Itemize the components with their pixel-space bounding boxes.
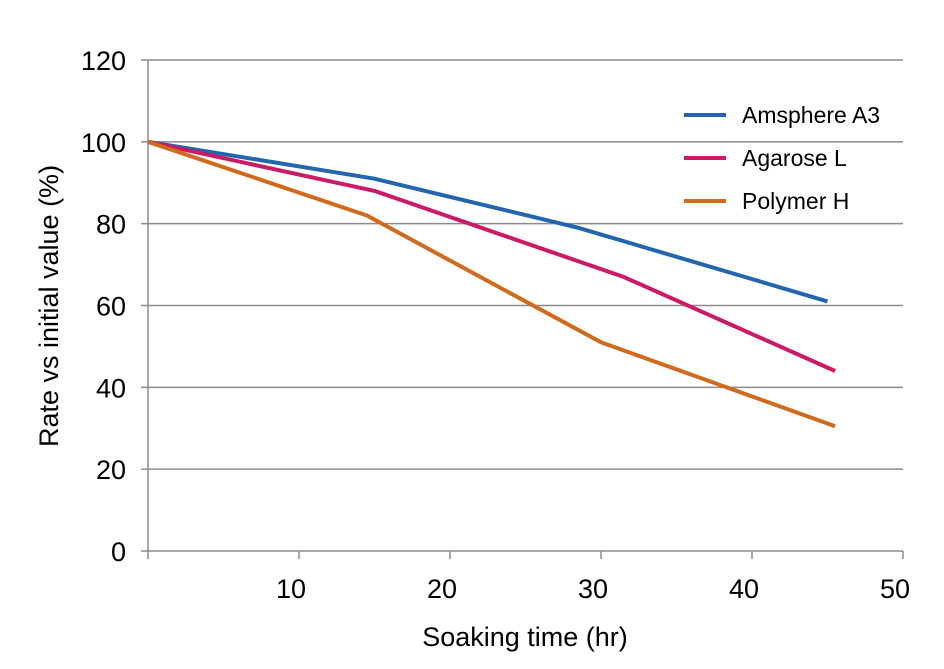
y-tick-label-40: 40 — [96, 373, 126, 403]
x-tick-label-50: 50 — [880, 574, 910, 604]
x-tick-labels: 10 20 30 40 50 — [276, 574, 910, 604]
x-tick-label-40: 40 — [729, 574, 759, 604]
legend-label-polymer-h: Polymer H — [742, 188, 849, 214]
x-tick-label-10: 10 — [276, 574, 306, 604]
series-line-amsphere-a3 — [147, 139, 829, 304]
x-axis-title: Soaking time (hr) — [422, 622, 628, 652]
x-tick-label-20: 20 — [427, 574, 457, 604]
data-series — [147, 139, 836, 429]
y-tick-label-100: 100 — [81, 128, 126, 158]
series-line-agarose-l — [147, 139, 836, 373]
legend-label-amsphere-a3: Amsphere A3 — [742, 102, 880, 128]
y-axis-title: Rate vs initial value (%) — [34, 165, 64, 447]
gridlines — [148, 59, 903, 470]
y-tick-label-20: 20 — [96, 455, 126, 485]
y-tick-label-120: 120 — [81, 46, 126, 76]
y-tick-label-80: 80 — [96, 210, 126, 240]
y-tick-label-60: 60 — [96, 292, 126, 322]
axes — [141, 59, 904, 559]
series-line-polymer-h — [147, 139, 836, 429]
y-tick-label-0: 0 — [111, 537, 126, 567]
y-tick-labels: 0 20 40 60 80 100 120 — [81, 46, 126, 567]
x-tick-label-30: 30 — [578, 574, 608, 604]
legend: Amsphere A3 Agarose L Polymer H — [684, 102, 880, 214]
legend-label-agarose-l: Agarose L — [742, 145, 847, 171]
